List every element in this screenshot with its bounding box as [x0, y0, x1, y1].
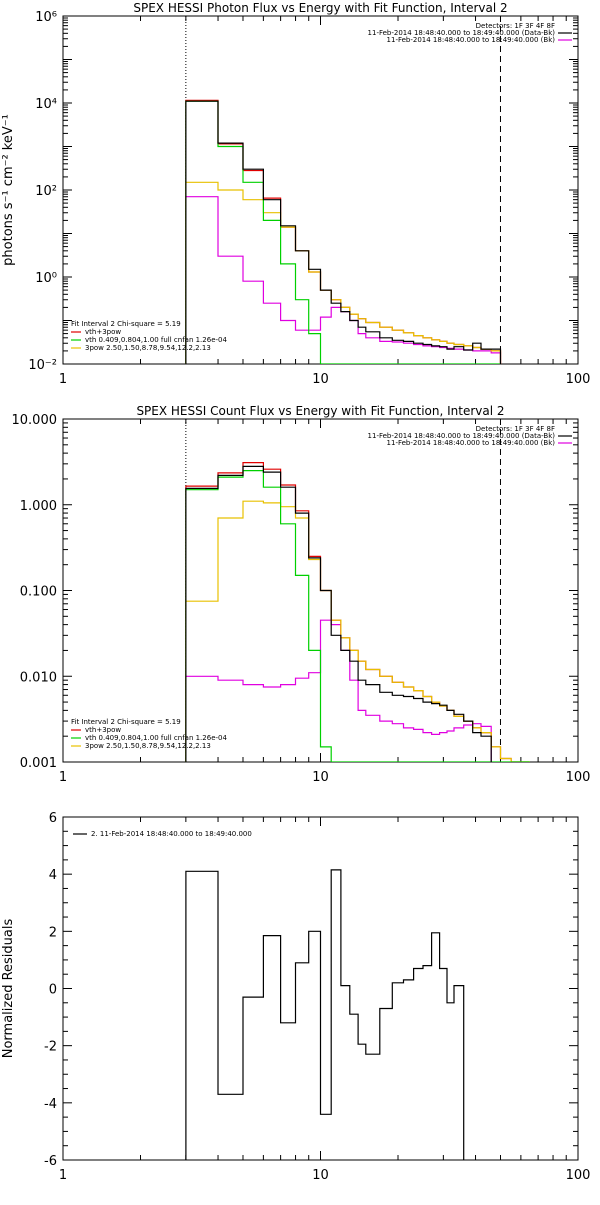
legend-top-entry: Detectors: 1F 3F 4F 8F	[476, 425, 555, 433]
series-line-vth	[185, 100, 501, 364]
legend-bottom-entry: vth 0.409,0.804,1.00 full cnfan 1.26e-04	[85, 336, 227, 344]
y-tick-label: 10⁰	[35, 271, 57, 286]
chart-title: SPEX HESSI Count Flux vs Energy with Fit…	[136, 404, 504, 418]
series-line-data-bk	[185, 465, 492, 762]
legend-top-entry: 11-Feb-2014 18:48:40.000 to 18:49:40.000…	[368, 432, 556, 440]
series-line-3pow	[185, 500, 530, 762]
y-tick-label: -4	[44, 1097, 57, 1112]
x-tick-label: 100	[566, 372, 591, 387]
y-tick-label: 1.000	[20, 499, 57, 514]
x-tick-label: 1	[59, 1168, 67, 1183]
legend-bottom-entry: 3pow 2.50,1.50,8.78,9.54,12.2,2.13	[85, 742, 211, 750]
legend-bottom-entry: vth+3pow	[85, 328, 121, 336]
legend-top-entry: 11-Feb-2014 18:48:40.000 to 18:49:40.000…	[387, 439, 556, 447]
series-group	[185, 462, 530, 762]
series-group	[185, 99, 502, 364]
y-tick-label: 0	[49, 983, 57, 998]
series-line-vth	[185, 470, 530, 762]
y-tick-label: 10.000	[12, 413, 58, 428]
series-line-bk	[185, 619, 492, 762]
x-tick-label: 100	[566, 770, 591, 785]
series-line-vth-3pow	[185, 462, 530, 762]
legend-bottom-entry: 3pow 2.50,1.50,8.78,9.54,12.2,2.13	[85, 344, 211, 352]
y-tick-label: -2	[44, 1040, 57, 1055]
series-line-2-11-feb-2014-18-48-40-000-to-18-49-40-000	[185, 869, 465, 1160]
y-tick-label: 2	[49, 925, 57, 940]
legend-bottom-entry: Fit Interval 2 Chi-square = 5.19	[71, 320, 181, 328]
series-line-bk	[185, 196, 502, 364]
series-line-vth-3pow	[185, 99, 502, 364]
legend-top-entry: 11-Feb-2014 18:48:40.000 to 18:49:40.000…	[368, 29, 556, 37]
x-tick-label: 100	[566, 1168, 591, 1183]
y-tick-label: 0.001	[20, 756, 57, 771]
x-tick-label: 1	[59, 770, 67, 785]
chart-panel-1: SPEX HESSI Photon Flux vs Energy with Fi…	[1, 1, 590, 387]
y-tick-label: 10⁴	[35, 97, 57, 112]
chart-panel-3: 1 10 100 -6 -4 -2 0 2 4 6 Normalized Residuals 2. 1…	[1, 811, 590, 1183]
y-tick-label: 0.100	[20, 585, 57, 600]
legend-bottom-entry: vth+3pow	[85, 726, 121, 734]
x-tick-label: 10	[312, 770, 329, 785]
y-axis-label: Normalized Residuals	[1, 919, 16, 1059]
legend-top-entry: Detectors: 1F 3F 4F 8F	[476, 22, 555, 30]
y-tick-label: 0.010	[20, 670, 57, 685]
series-group	[185, 869, 465, 1160]
y-tick-label: -6	[44, 1154, 57, 1169]
y-axis-label: photons s⁻¹ cm⁻² keV⁻¹	[1, 114, 16, 266]
y-tick-label: 4	[49, 868, 57, 883]
legend-top-entry: 11-Feb-2014 18:48:40.000 to 18:49:40.000…	[387, 36, 556, 44]
chart-title: SPEX HESSI Photon Flux vs Energy with Fi…	[133, 1, 507, 15]
series-line-data-bk	[185, 100, 502, 364]
y-tick-label: 10²	[35, 184, 57, 199]
legend-bottom-entry: vth 0.409,0.804,1.00 full cnfan 1.26e-04	[85, 734, 227, 742]
legend-topleft-entry: 2. 11-Feb-2014 18:48:40.000 to 18:49:40.…	[91, 830, 252, 838]
x-tick-label: 10	[312, 372, 329, 387]
x-tick-label: 10	[312, 1168, 329, 1183]
y-tick-label: 6	[49, 811, 57, 826]
chart-panel-2: SPEX HESSI Count Flux vs Energy with Fit…	[12, 404, 591, 785]
x-tick-label: 1	[59, 372, 67, 387]
y-tick-label: 10⁶	[35, 10, 57, 25]
y-tick-label: 10⁻²	[28, 358, 57, 373]
series-line-3pow	[185, 181, 502, 364]
legend-bottom-entry: Fit Interval 2 Chi-square = 5.19	[71, 718, 181, 726]
